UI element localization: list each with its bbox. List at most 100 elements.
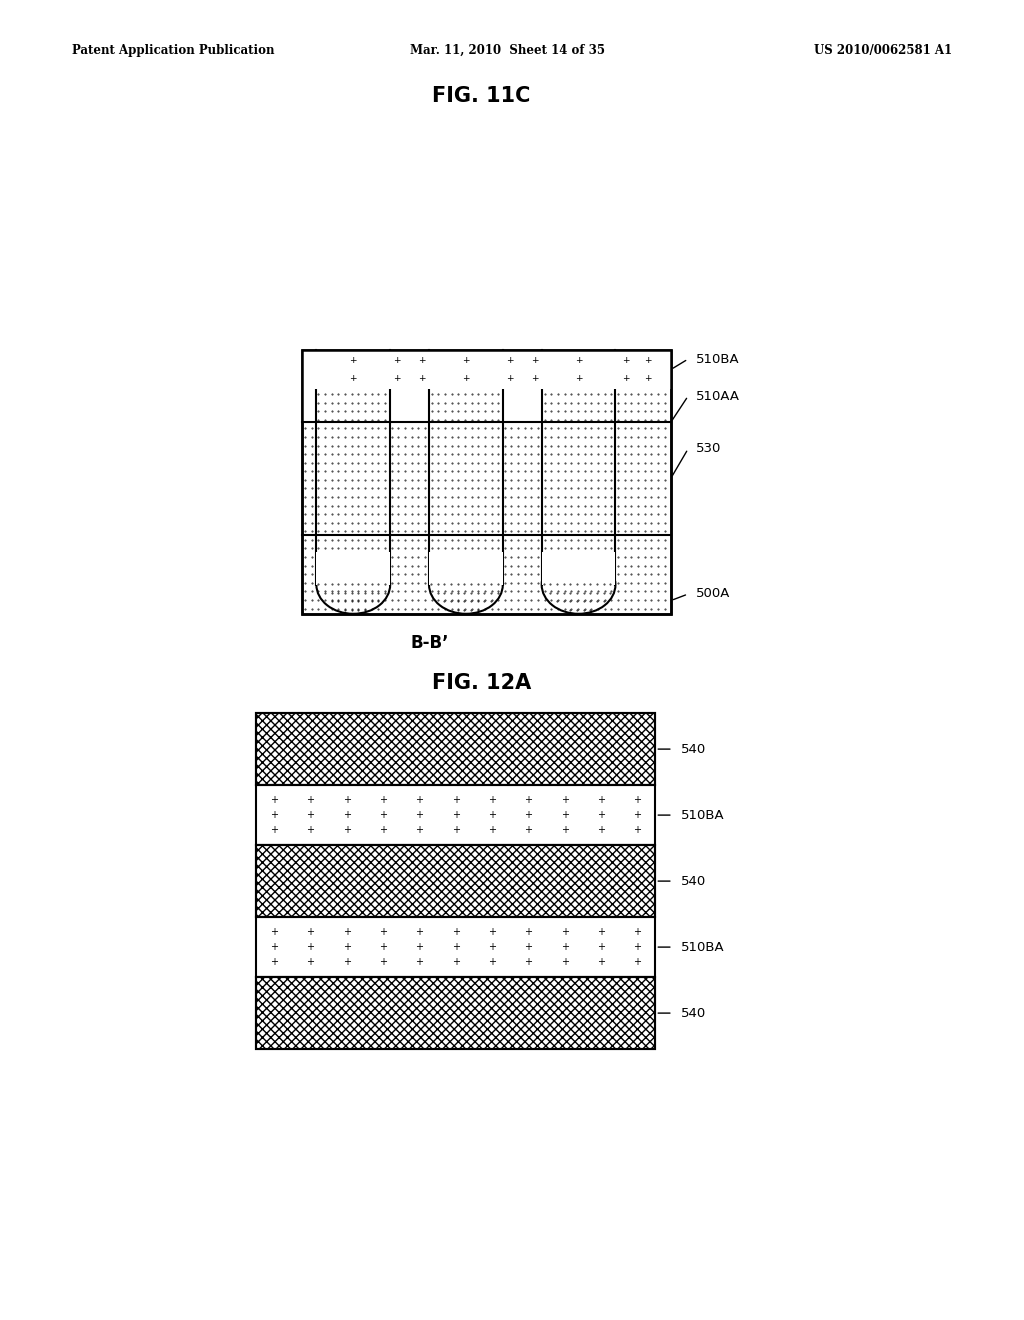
Text: +: + <box>488 795 496 805</box>
Text: +: + <box>488 942 496 952</box>
Text: +: + <box>633 795 641 805</box>
Text: Patent Application Publication: Patent Application Publication <box>72 44 274 57</box>
Text: 510BA: 510BA <box>696 352 740 366</box>
Text: +: + <box>633 957 641 968</box>
Text: 510BA: 510BA <box>681 941 725 953</box>
Text: +: + <box>416 810 423 820</box>
Bar <box>316 552 390 585</box>
Text: +: + <box>560 825 568 836</box>
Text: B-B’: B-B’ <box>411 634 450 652</box>
Text: +: + <box>343 825 351 836</box>
Bar <box>256 977 655 1049</box>
Text: +: + <box>343 795 351 805</box>
Text: +: + <box>270 927 279 937</box>
Text: +: + <box>633 927 641 937</box>
Text: +: + <box>416 942 423 952</box>
Text: +: + <box>452 810 460 820</box>
Text: +: + <box>349 356 357 366</box>
Text: +: + <box>343 810 351 820</box>
Text: +: + <box>633 810 641 820</box>
Bar <box>302 350 316 422</box>
Text: +: + <box>530 374 539 383</box>
Text: +: + <box>379 795 387 805</box>
Text: +: + <box>306 957 314 968</box>
Text: +: + <box>379 825 387 836</box>
Text: +: + <box>597 957 605 968</box>
Bar <box>256 845 655 917</box>
Text: +: + <box>506 374 514 383</box>
Text: +: + <box>270 825 279 836</box>
Text: +: + <box>597 825 605 836</box>
Text: +: + <box>462 356 470 366</box>
Text: +: + <box>418 374 426 383</box>
Text: +: + <box>349 374 357 383</box>
Text: +: + <box>524 795 532 805</box>
Text: +: + <box>452 825 460 836</box>
Text: US 2010/0062581 A1: US 2010/0062581 A1 <box>814 44 952 57</box>
Text: +: + <box>306 810 314 820</box>
Bar <box>256 977 655 1049</box>
Text: 540: 540 <box>681 743 707 755</box>
Text: +: + <box>597 942 605 952</box>
Text: +: + <box>270 810 279 820</box>
Text: FIG. 12A: FIG. 12A <box>432 673 530 693</box>
Text: FIG. 11C: FIG. 11C <box>432 86 530 106</box>
Text: 540: 540 <box>681 875 707 887</box>
Text: +: + <box>343 927 351 937</box>
Text: 540: 540 <box>681 1007 707 1019</box>
Text: +: + <box>622 374 630 383</box>
Text: +: + <box>416 825 423 836</box>
Text: +: + <box>452 795 460 805</box>
Text: +: + <box>452 957 460 968</box>
Bar <box>256 845 655 917</box>
Bar <box>256 713 655 785</box>
Bar <box>256 713 655 785</box>
Text: +: + <box>452 942 460 952</box>
Text: +: + <box>524 957 532 968</box>
Text: +: + <box>644 356 652 366</box>
Bar <box>256 845 655 917</box>
Bar <box>302 350 671 389</box>
Bar <box>302 350 671 614</box>
Text: +: + <box>379 957 387 968</box>
Text: +: + <box>560 927 568 937</box>
Text: +: + <box>393 374 401 383</box>
Text: +: + <box>416 957 423 968</box>
Text: +: + <box>560 810 568 820</box>
Text: +: + <box>597 795 605 805</box>
Text: +: + <box>597 810 605 820</box>
Text: +: + <box>306 927 314 937</box>
Text: +: + <box>379 942 387 952</box>
Text: +: + <box>416 927 423 937</box>
Text: +: + <box>270 957 279 968</box>
Text: +: + <box>622 356 630 366</box>
Text: +: + <box>644 374 652 383</box>
Bar <box>503 350 542 422</box>
Bar <box>256 977 655 1049</box>
Text: +: + <box>488 825 496 836</box>
Text: +: + <box>393 356 401 366</box>
Bar <box>542 552 615 585</box>
Text: +: + <box>418 356 426 366</box>
Text: +: + <box>306 942 314 952</box>
Text: +: + <box>633 942 641 952</box>
Bar <box>256 713 655 785</box>
Text: +: + <box>488 927 496 937</box>
Text: +: + <box>343 942 351 952</box>
Text: +: + <box>306 825 314 836</box>
Text: +: + <box>416 795 423 805</box>
Bar <box>302 350 671 614</box>
Text: +: + <box>462 374 470 383</box>
Text: 530: 530 <box>696 442 722 455</box>
Text: +: + <box>488 810 496 820</box>
Text: +: + <box>379 927 387 937</box>
Text: +: + <box>306 795 314 805</box>
Text: +: + <box>524 825 532 836</box>
Text: +: + <box>379 810 387 820</box>
Text: +: + <box>270 942 279 952</box>
Text: +: + <box>488 957 496 968</box>
Text: +: + <box>270 795 279 805</box>
Text: +: + <box>560 795 568 805</box>
Text: +: + <box>343 957 351 968</box>
Text: +: + <box>506 356 514 366</box>
